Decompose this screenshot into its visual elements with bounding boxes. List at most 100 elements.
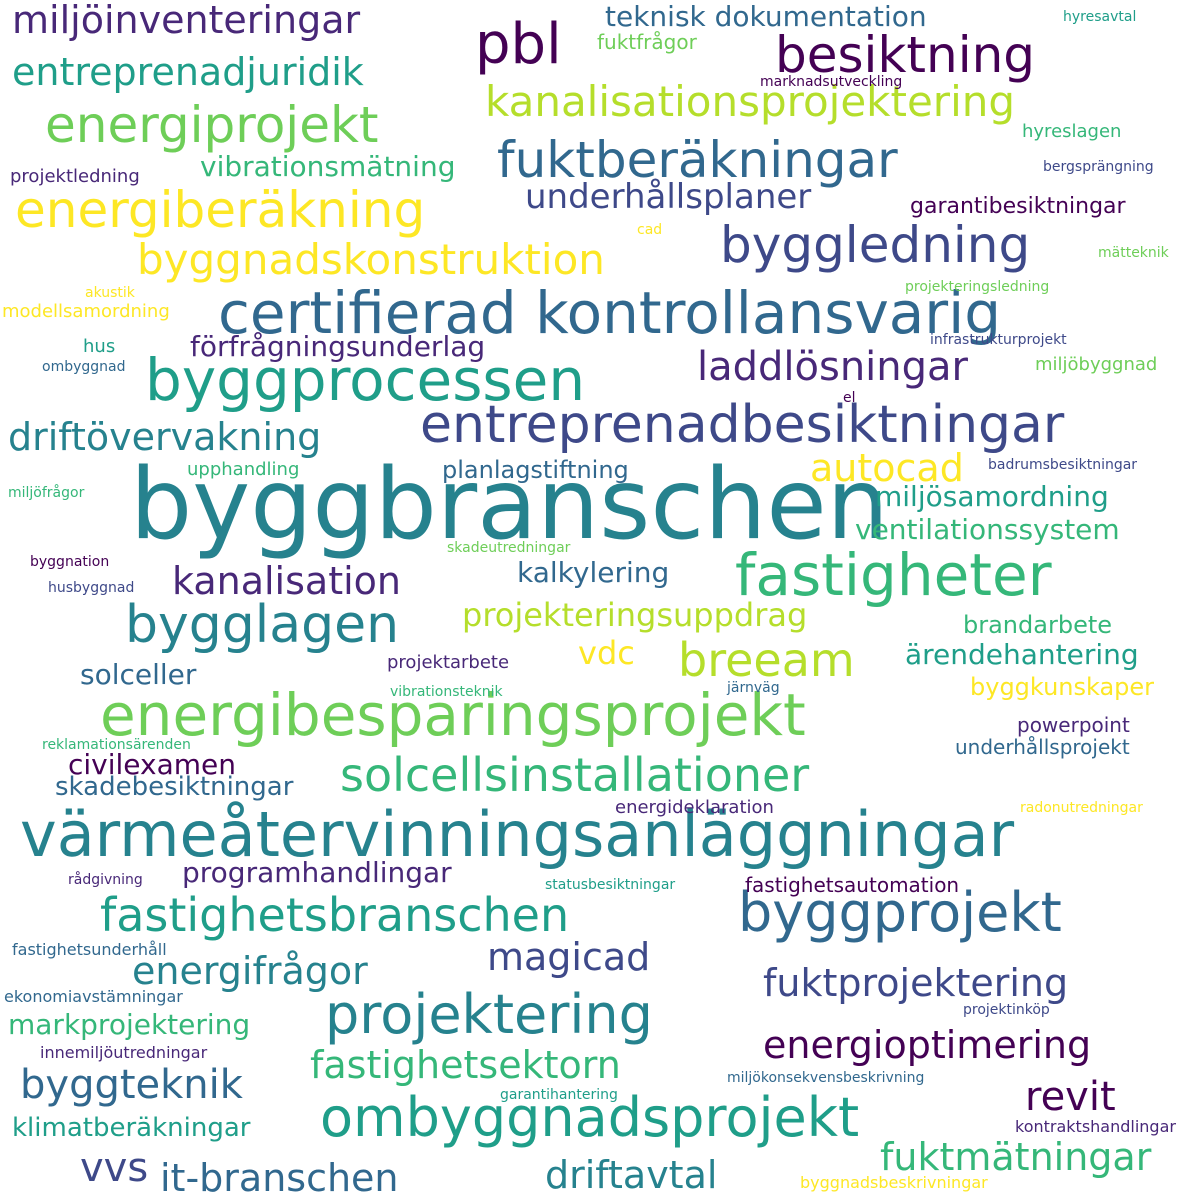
cloud-word: garantihantering — [500, 1087, 618, 1103]
cloud-word: byggteknik — [20, 1062, 243, 1108]
cloud-word: byggprocessen — [145, 346, 586, 414]
cloud-word: klimatberäkningar — [12, 1113, 251, 1143]
cloud-word: byggnadsbeskrivningar — [800, 1173, 988, 1192]
cloud-word: byggnadskonstruktion — [137, 235, 605, 284]
cloud-word: energioptimering — [763, 1023, 1092, 1067]
cloud-word: fuktberäkningar — [497, 131, 898, 189]
cloud-word: magicad — [487, 935, 651, 979]
cloud-word: skadeutredningar — [447, 540, 571, 556]
cloud-word: el — [843, 390, 856, 406]
cloud-word: projekteringsuppdrag — [462, 596, 808, 634]
cloud-word: fastighetsektorn — [310, 1043, 621, 1087]
cloud-word: markprojektering — [8, 1008, 251, 1041]
cloud-word: hyreslagen — [1022, 121, 1122, 142]
cloud-word: kanalisationsprojektering — [485, 77, 1016, 126]
cloud-word: energiberäkning — [15, 181, 426, 239]
cloud-word: kanalisation — [172, 559, 401, 603]
cloud-word: energibesparingsprojekt — [100, 681, 806, 749]
cloud-word: revit — [1025, 1074, 1116, 1120]
cloud-word: kalkylering — [517, 556, 670, 589]
cloud-word: radonutredningar — [1020, 800, 1143, 816]
cloud-word: miljösamordning — [875, 480, 1109, 513]
cloud-word: fastighetsautomation — [745, 873, 960, 897]
cloud-word: husbyggnad — [48, 580, 135, 596]
cloud-word: cad — [637, 222, 663, 238]
cloud-word: driftavtal — [545, 1153, 718, 1197]
cloud-word: byggledning — [720, 216, 1031, 274]
cloud-word: fuktfrågor — [597, 30, 697, 54]
cloud-word: infrastrukturprojekt — [930, 332, 1067, 348]
cloud-word: ventilationssystem — [855, 513, 1120, 546]
cloud-word: badrumsbesiktningar — [988, 457, 1138, 473]
cloud-word: ekonomiavstämningar — [4, 987, 183, 1006]
cloud-word: fastighetsbranschen — [100, 888, 570, 942]
cloud-word: byggkunskaper — [970, 673, 1155, 701]
cloud-word: projektering — [325, 983, 653, 1046]
cloud-word: hus — [83, 336, 116, 357]
cloud-word: miljöinventeringar — [12, 0, 361, 42]
cloud-word: värmeåtervinningsanläggningar — [20, 798, 1015, 871]
cloud-word: energifrågor — [132, 949, 368, 993]
cloud-word: programhandlingar — [182, 856, 452, 889]
cloud-word: upphandling — [187, 459, 300, 480]
cloud-word: it-branschen — [160, 1156, 399, 1200]
cloud-word: järnväg — [727, 680, 780, 696]
cloud-word: autocad — [810, 446, 964, 490]
cloud-word: planlagstiftning — [442, 456, 629, 484]
cloud-word: underhållsplaner — [525, 177, 812, 217]
cloud-word: byggbranschen — [130, 448, 889, 562]
cloud-word: brandarbete — [963, 611, 1113, 639]
cloud-word: förfrågningsunderlag — [190, 330, 486, 363]
cloud-word: underhållsprojekt — [955, 735, 1130, 759]
cloud-word: teknisk dokumentation — [605, 0, 927, 33]
cloud-word: byggprojekt — [738, 881, 1062, 944]
cloud-word: vibrationsteknik — [390, 684, 503, 700]
cloud-word: miljökonsekvensbeskrivning — [727, 1070, 925, 1086]
cloud-word: mätteknik — [1098, 245, 1169, 261]
cloud-word: rådgivning — [68, 872, 143, 888]
cloud-word: civilexamen — [68, 748, 237, 781]
cloud-word: projektarbete — [387, 652, 510, 673]
cloud-word: miljöbyggnad — [1035, 354, 1158, 375]
cloud-word: bygglagen — [125, 595, 400, 655]
cloud-word: pbl — [475, 12, 562, 77]
cloud-word: entreprenadbesiktningar — [420, 395, 1065, 455]
cloud-word: kontraktshandlingar — [1015, 1117, 1176, 1136]
cloud-word: modellsamordning — [2, 301, 170, 322]
cloud-word: statusbesiktningar — [545, 877, 676, 893]
cloud-word: vdc — [578, 634, 635, 672]
cloud-word: ombyggnadsprojekt — [320, 1086, 860, 1149]
cloud-word: powerpoint — [1017, 713, 1130, 737]
cloud-word: ärendehantering — [905, 638, 1139, 671]
cloud-word: projektinköp — [963, 1002, 1050, 1018]
cloud-word: akustik — [85, 285, 135, 301]
cloud-word: solceller — [80, 658, 197, 691]
cloud-word: fuktprojektering — [763, 961, 1069, 1005]
cloud-word: marknadsutveckling — [760, 74, 903, 90]
cloud-word: vvs — [80, 1145, 149, 1191]
cloud-word: projekteringsledning — [905, 279, 1050, 295]
cloud-word: entreprenadjuridik — [12, 50, 364, 94]
cloud-word: energiprojekt — [45, 96, 379, 154]
cloud-word: fuktmätningar — [880, 1135, 1152, 1179]
cloud-word: innemiljöutredningar — [40, 1043, 208, 1062]
cloud-word: reklamationsärenden — [42, 737, 191, 753]
cloud-word: solcellsinstallationer — [340, 748, 810, 802]
cloud-word: ombyggnad — [42, 359, 126, 375]
cloud-word: driftövervakning — [8, 415, 322, 459]
cloud-word: projektledning — [10, 166, 140, 187]
cloud-word: byggnation — [30, 554, 110, 570]
cloud-word: besiktning — [775, 26, 1036, 84]
cloud-word: vibrationsmätning — [200, 150, 456, 183]
cloud-word: laddlösningar — [697, 344, 968, 390]
cloud-word: skadebesiktningar — [55, 772, 294, 802]
cloud-word: fastigheter — [735, 541, 1052, 609]
cloud-word: energideklaration — [615, 797, 774, 818]
cloud-word: certifierad kontrollansvarig — [218, 279, 1002, 347]
cloud-word: fastighetsunderhåll — [12, 940, 167, 959]
cloud-word: bergsprängning — [1043, 159, 1154, 175]
cloud-word: miljöfrågor — [8, 485, 85, 501]
cloud-word: hyresavtal — [1063, 9, 1137, 25]
cloud-word: breeam — [678, 633, 855, 687]
